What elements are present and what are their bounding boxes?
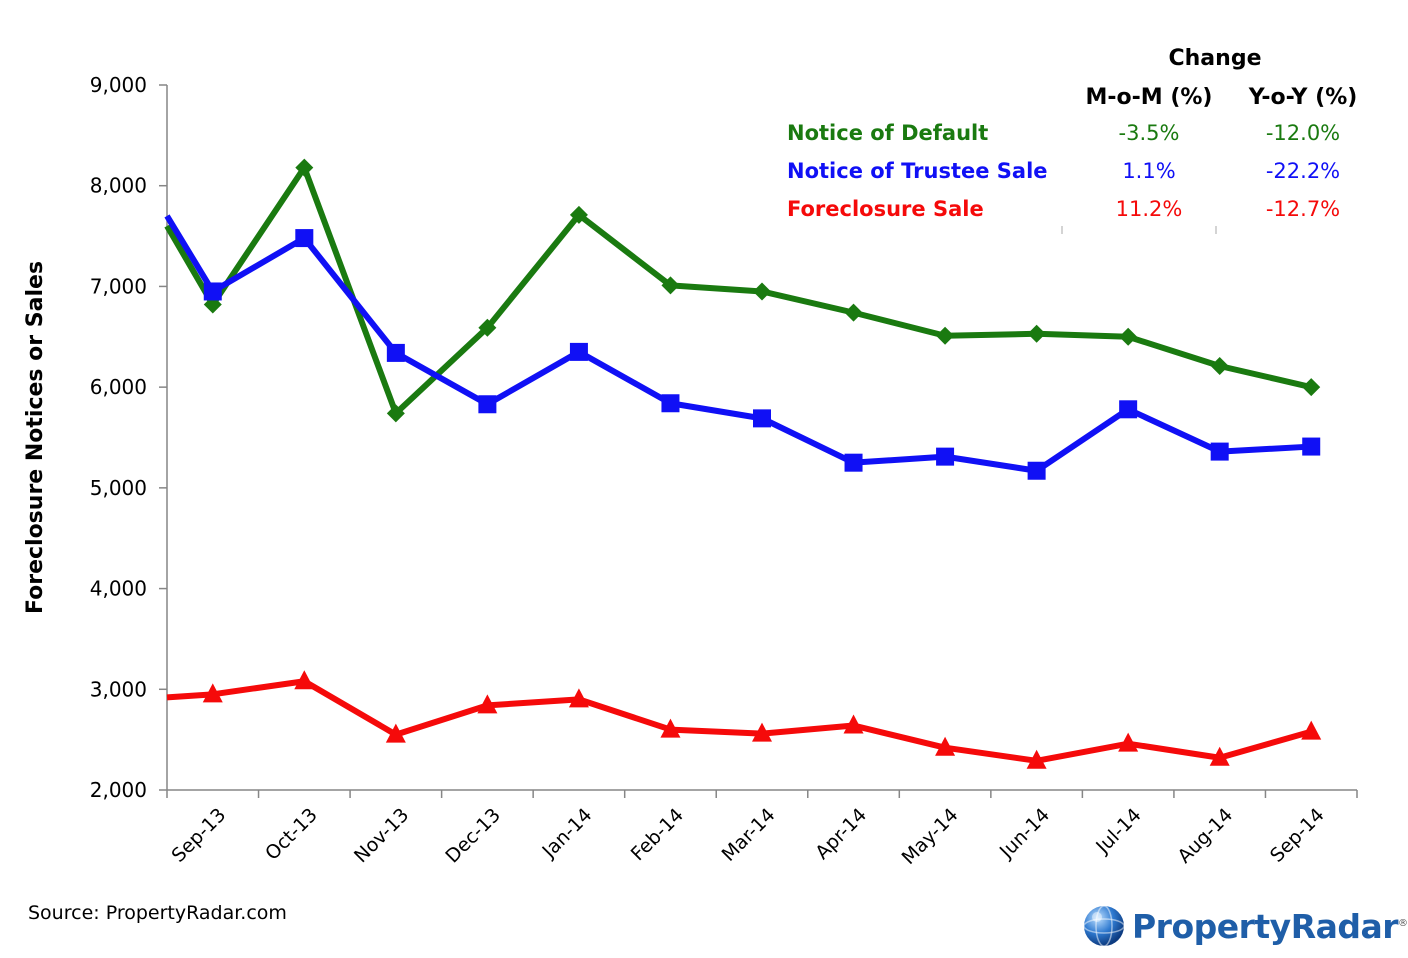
data-point xyxy=(477,694,498,714)
table-mom-value: -3.5% xyxy=(1119,121,1180,145)
x-tick-label: Oct-13 xyxy=(261,804,322,865)
series-line xyxy=(164,214,1312,474)
data-point xyxy=(295,229,314,248)
data-point xyxy=(294,670,315,690)
series-notice-of-trustee-sale xyxy=(164,214,1321,480)
y-tick-label: 3,000 xyxy=(90,677,147,701)
globe-icon xyxy=(1083,905,1125,947)
data-point xyxy=(1210,356,1229,375)
table-yoy-value: -22.2% xyxy=(1266,159,1340,183)
x-tick-label: Jan-14 xyxy=(538,804,597,863)
data-point xyxy=(660,718,681,738)
data-point xyxy=(386,404,405,423)
data-point xyxy=(1209,746,1230,766)
x-tick-label: Mar-14 xyxy=(718,804,780,866)
data-point xyxy=(295,158,314,177)
x-tick-label: Feb-14 xyxy=(627,804,688,865)
x-tick-label: Sep-13 xyxy=(167,804,230,867)
data-point xyxy=(202,683,223,703)
series-lines xyxy=(164,158,1322,769)
data-point xyxy=(1302,378,1321,397)
data-point xyxy=(569,342,588,361)
data-point xyxy=(936,326,955,345)
table-row-label: Foreclosure Sale xyxy=(787,197,984,221)
x-tick-label: May-14 xyxy=(898,804,963,869)
table-column-header: Y-o-Y (%) xyxy=(1248,85,1358,110)
x-tick-label: Jul-14 xyxy=(1091,804,1145,858)
data-point xyxy=(1026,749,1047,769)
x-tick-label: Apr-14 xyxy=(811,804,871,864)
y-tick-label: 7,000 xyxy=(90,274,147,298)
data-point xyxy=(753,282,771,301)
y-tick-label: 4,000 xyxy=(90,577,147,601)
data-point xyxy=(568,688,589,708)
table-row-label: Notice of Default xyxy=(787,121,988,145)
data-point xyxy=(203,282,222,301)
data-point xyxy=(661,276,680,295)
y-tick-label: 6,000 xyxy=(90,375,147,399)
x-tick-label: Aug-14 xyxy=(1173,804,1237,868)
table-mom-value: 1.1% xyxy=(1122,159,1175,183)
source-note: Source: PropertyRadar.com xyxy=(28,902,287,924)
data-point xyxy=(1027,324,1046,343)
data-point xyxy=(1119,327,1138,346)
data-point xyxy=(752,722,772,742)
series-line xyxy=(164,164,1312,417)
y-tick-label: 2,000 xyxy=(90,778,147,802)
data-point xyxy=(1302,437,1321,456)
x-tick-label: Dec-13 xyxy=(441,804,505,868)
change-table: Change M-o-M (%) Y-o-Y (%) Notice of Defaul… xyxy=(787,46,1357,234)
y-tick-label: 8,000 xyxy=(90,174,147,198)
data-point xyxy=(1027,461,1046,480)
x-tick-label: Nov-13 xyxy=(350,804,413,867)
data-point xyxy=(935,736,956,756)
x-tick-label: Sep-14 xyxy=(1266,804,1329,867)
data-point xyxy=(478,318,497,337)
data-point xyxy=(936,447,955,466)
table-yoy-value: -12.0% xyxy=(1266,121,1340,145)
y-axis-title: Foreclosure Notices or Sales xyxy=(23,261,48,614)
data-point xyxy=(1301,720,1322,740)
foreclosure-line-chart: 2,000 3,000 4,000 5,000 6,000 7,000 8,000 9,000… xyxy=(23,46,1358,869)
data-point xyxy=(386,343,405,362)
data-point xyxy=(569,205,588,224)
data-point xyxy=(1210,442,1229,461)
y-tick-label: 5,000 xyxy=(90,476,147,500)
data-point xyxy=(661,394,680,413)
x-tick-label: Jun-14 xyxy=(995,804,1054,863)
series-foreclosure-sale xyxy=(166,670,1322,769)
data-point xyxy=(844,453,863,472)
data-point xyxy=(844,303,863,322)
table-yoy-value: -12.7% xyxy=(1266,197,1340,221)
logo-wordmark: PropertyRadar® xyxy=(1132,906,1408,946)
data-point xyxy=(753,409,771,428)
data-point xyxy=(843,714,864,734)
data-point xyxy=(1119,400,1138,419)
table-row-label: Notice of Trustee Sale xyxy=(787,159,1048,183)
data-point xyxy=(1118,732,1139,752)
table-column-header: M-o-M (%) xyxy=(1086,85,1213,110)
property-radar-logo[interactable]: PropertyRadar® xyxy=(1082,900,1408,952)
y-tick-label: 9,000 xyxy=(90,73,147,97)
series-line xyxy=(166,678,1313,764)
table-mom-value: 11.2% xyxy=(1116,197,1183,221)
table-header: Change xyxy=(1169,46,1262,71)
data-point xyxy=(385,723,406,743)
data-point xyxy=(478,395,497,414)
